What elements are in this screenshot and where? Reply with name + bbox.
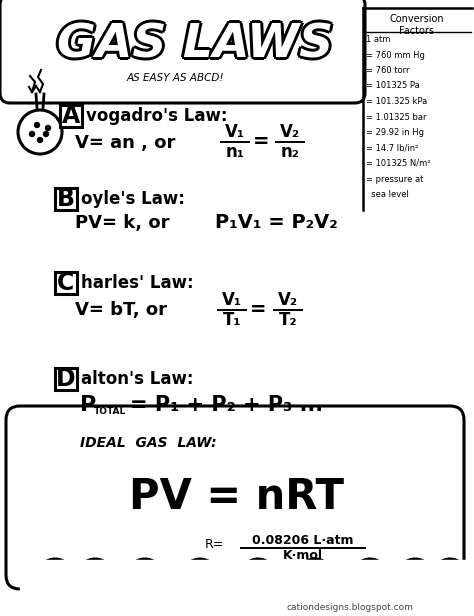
Text: TOTAL: TOTAL [94, 407, 126, 416]
Text: R=: R= [205, 538, 224, 551]
Text: AS EASY AS ABCD!: AS EASY AS ABCD! [126, 73, 224, 83]
Text: Conversion
Factors: Conversion Factors [390, 14, 444, 36]
Text: V₁: V₁ [222, 291, 242, 309]
Circle shape [46, 126, 51, 131]
Text: P: P [80, 395, 96, 415]
Circle shape [298, 559, 332, 593]
Text: harles' Law:: harles' Law: [81, 274, 193, 292]
Text: K·mol: K·mol [283, 549, 323, 562]
Text: sea level: sea level [366, 190, 409, 199]
Text: n₁: n₁ [226, 143, 245, 161]
Text: = 101325 N/m²: = 101325 N/m² [366, 159, 430, 168]
Text: = 1.01325 bar: = 1.01325 bar [366, 113, 427, 121]
Text: = pressure at: = pressure at [366, 174, 423, 184]
Text: V= an , or: V= an , or [75, 134, 175, 152]
Circle shape [128, 559, 162, 593]
Circle shape [35, 123, 39, 128]
Circle shape [44, 131, 48, 137]
FancyBboxPatch shape [6, 406, 464, 589]
Text: GAS LAWS: GAS LAWS [55, 20, 331, 65]
Text: = 14.7 lb/in²: = 14.7 lb/in² [366, 144, 419, 153]
Text: GAS LAWS: GAS LAWS [59, 20, 335, 65]
Text: V₂: V₂ [278, 291, 298, 309]
Circle shape [183, 559, 217, 593]
Text: vogadro's Law:: vogadro's Law: [86, 107, 228, 125]
Text: GAS LAWS: GAS LAWS [57, 23, 333, 68]
Text: V₁: V₁ [225, 123, 245, 141]
Text: C: C [57, 271, 74, 295]
Text: = 760 mm Hg: = 760 mm Hg [366, 51, 425, 60]
FancyBboxPatch shape [55, 188, 77, 210]
Text: 0.08206 L·atm: 0.08206 L·atm [252, 534, 354, 547]
Circle shape [398, 559, 432, 593]
Text: PV= k, or: PV= k, or [75, 214, 170, 232]
Text: GAS LAWS: GAS LAWS [55, 25, 331, 70]
Text: T₁: T₁ [223, 311, 241, 329]
Text: PV = nRT: PV = nRT [129, 476, 345, 518]
Circle shape [37, 137, 43, 142]
FancyBboxPatch shape [55, 272, 77, 294]
Text: = 101.325 kPa: = 101.325 kPa [366, 97, 427, 106]
Text: GAS LAWS: GAS LAWS [57, 25, 333, 70]
Text: oyle's Law:: oyle's Law: [81, 190, 185, 208]
Text: cationdesigns.blogspot.com: cationdesigns.blogspot.com [287, 604, 413, 612]
FancyBboxPatch shape [60, 105, 82, 127]
Circle shape [38, 559, 72, 593]
Text: = 101325 Pa: = 101325 Pa [366, 81, 420, 91]
Circle shape [241, 559, 275, 593]
Text: V= bT, or: V= bT, or [75, 301, 167, 319]
Text: n₂: n₂ [281, 143, 300, 161]
Text: = 29.92 in Hg: = 29.92 in Hg [366, 128, 424, 137]
Text: = 760 torr: = 760 torr [366, 66, 410, 75]
Text: P₁V₁ = P₂V₂: P₁V₁ = P₂V₂ [215, 214, 338, 232]
Text: V₂: V₂ [280, 123, 300, 141]
Text: T₂: T₂ [279, 311, 297, 329]
Text: alton's Law:: alton's Law: [81, 370, 193, 388]
Text: GAS LAWS: GAS LAWS [54, 23, 330, 68]
FancyBboxPatch shape [55, 368, 77, 390]
Text: GAS LAWS: GAS LAWS [59, 25, 335, 70]
Text: = P₁ + P₂ + P₃ ...: = P₁ + P₂ + P₃ ... [130, 395, 323, 415]
Text: IDEAL  GAS  LAW:: IDEAL GAS LAW: [80, 436, 217, 450]
FancyBboxPatch shape [0, 0, 365, 103]
Text: =: = [250, 301, 266, 320]
Text: D: D [56, 367, 76, 391]
Text: 1 atm: 1 atm [366, 35, 391, 44]
Circle shape [433, 559, 467, 593]
Circle shape [78, 559, 112, 593]
Text: A: A [62, 104, 80, 128]
Circle shape [29, 131, 35, 137]
Text: B: B [57, 187, 75, 211]
Circle shape [353, 559, 387, 593]
Text: GAS LAWS: GAS LAWS [60, 23, 336, 68]
Text: GAS LAWS: GAS LAWS [57, 20, 333, 65]
Text: =: = [253, 132, 269, 152]
